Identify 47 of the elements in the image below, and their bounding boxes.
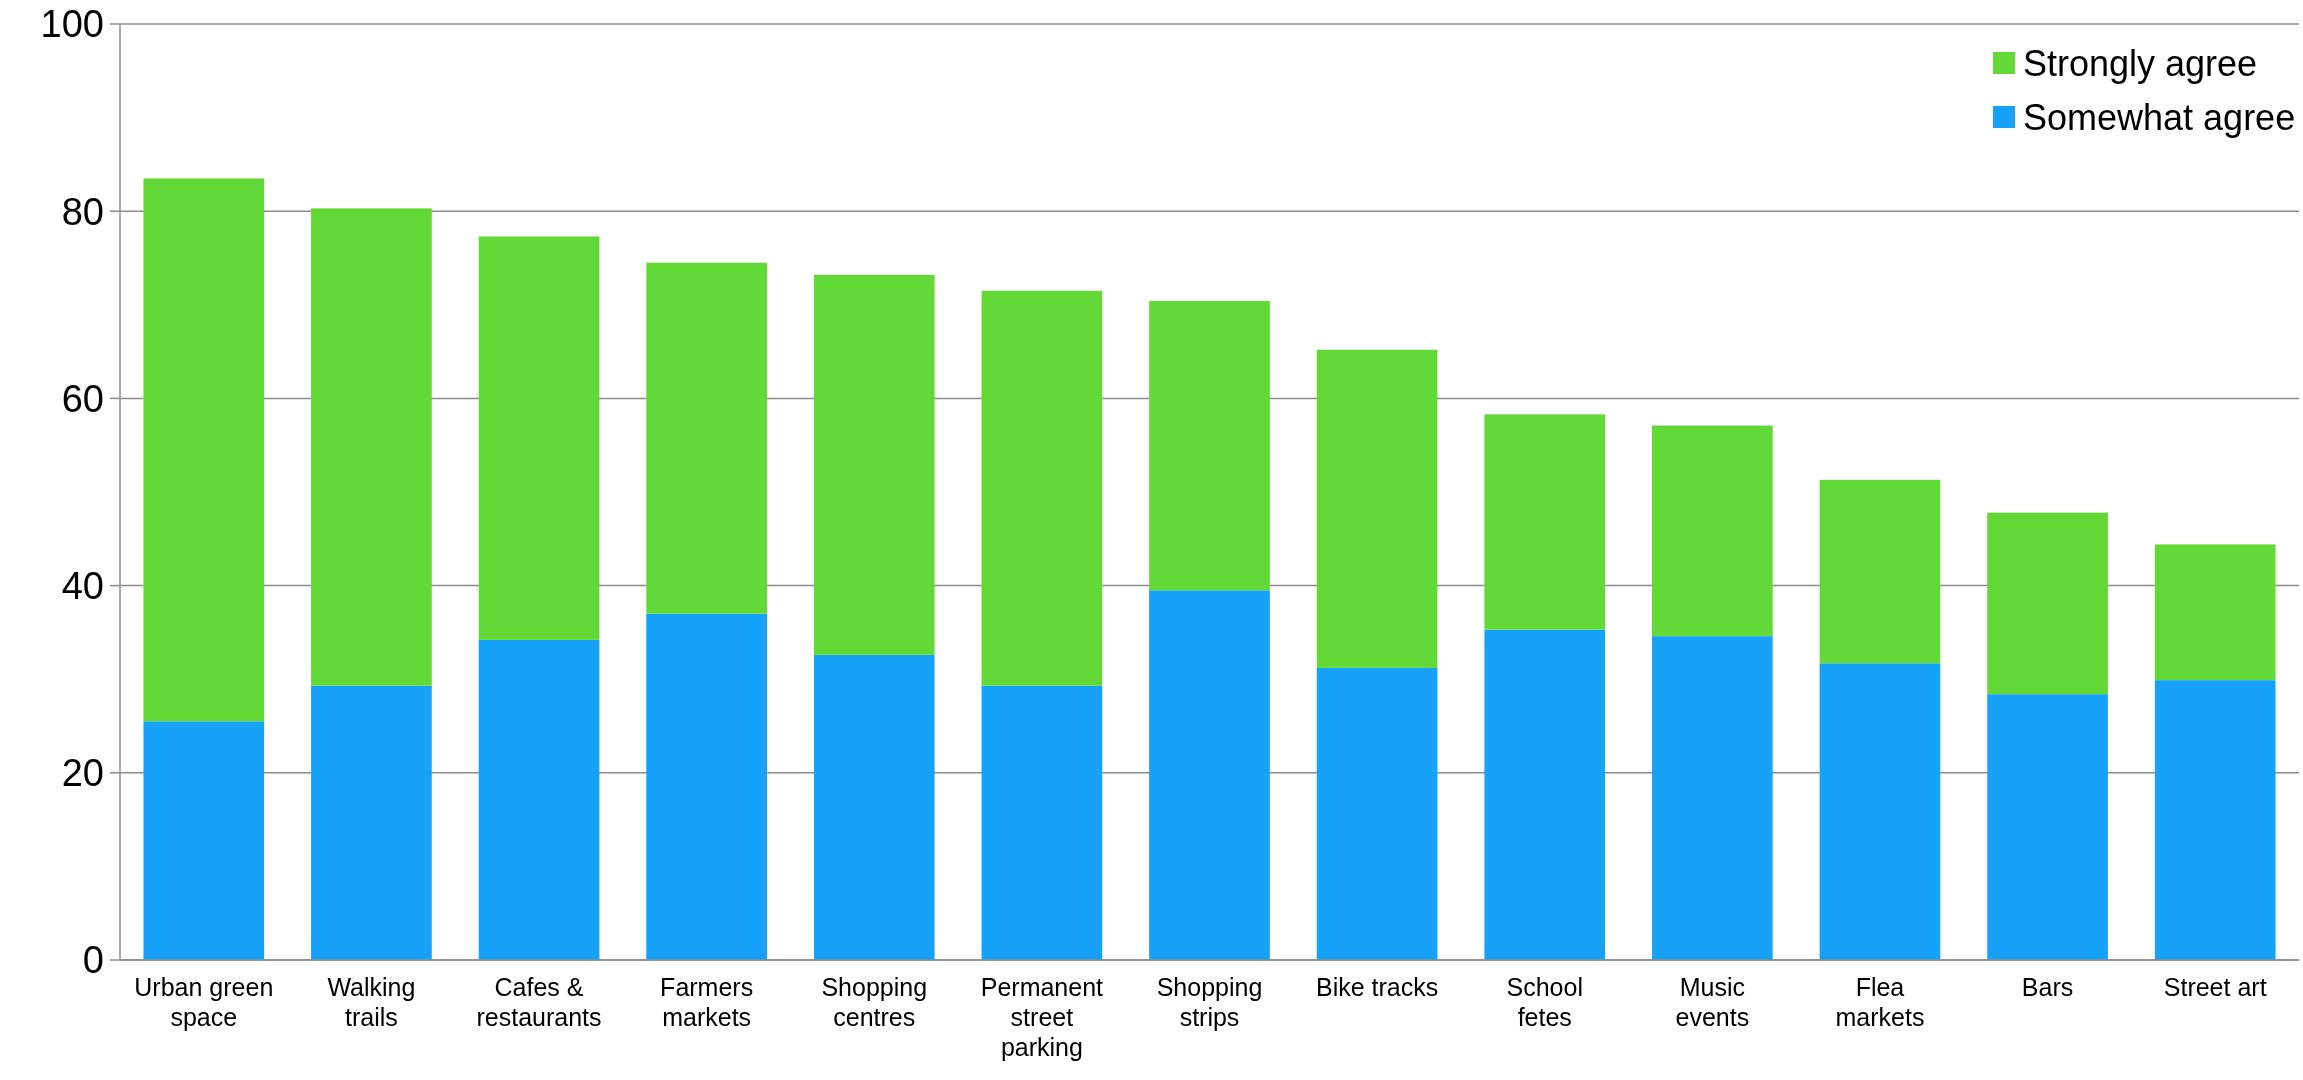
bar bbox=[1149, 301, 1270, 591]
bar bbox=[311, 208, 432, 686]
bar bbox=[2154, 680, 2276, 960]
bar bbox=[1316, 349, 1438, 668]
bar bbox=[646, 613, 767, 960]
x-tick-label: Street art bbox=[2163, 973, 2267, 1001]
legend-label: Somewhat agree bbox=[2023, 96, 2296, 138]
y-tick-label: 60 bbox=[61, 377, 104, 420]
y-tick-label: 40 bbox=[61, 564, 104, 607]
y-tick-label: 20 bbox=[61, 752, 104, 795]
x-tick-label: Walking trails bbox=[327, 973, 416, 1031]
bar bbox=[1819, 663, 1941, 960]
x-tick-label: Shopping centres bbox=[821, 973, 928, 1031]
x-tick-label: Urban green space bbox=[134, 973, 274, 1031]
x-tick-label: Cafes & restaurants bbox=[476, 973, 602, 1031]
bar bbox=[813, 274, 935, 655]
bar bbox=[143, 178, 265, 722]
bar bbox=[981, 685, 1103, 960]
x-tick-label: School fetes bbox=[1506, 973, 1583, 1031]
bar bbox=[1987, 694, 2108, 960]
bar bbox=[1819, 479, 1941, 664]
x-tick-label: Farmers markets bbox=[660, 973, 754, 1031]
bar bbox=[478, 639, 600, 960]
legend-label: Strongly agree bbox=[2023, 42, 2258, 84]
bar bbox=[1652, 636, 1773, 960]
bar bbox=[981, 290, 1103, 686]
bar bbox=[1652, 425, 1773, 637]
x-tick-label: Bars bbox=[2021, 973, 2074, 1001]
bar bbox=[478, 236, 600, 640]
x-tick-label: Shopping strips bbox=[1156, 973, 1263, 1031]
bar bbox=[1316, 667, 1438, 960]
x-tick-label: Bike tracks bbox=[1315, 973, 1439, 1001]
bar bbox=[1987, 512, 2108, 695]
y-tick-label: 100 bbox=[40, 3, 104, 46]
bar bbox=[1149, 590, 1270, 960]
y-tick-label: 80 bbox=[61, 190, 104, 233]
bar bbox=[2154, 544, 2276, 681]
y-tick-label: 0 bbox=[82, 939, 104, 982]
x-tick-label: Music events bbox=[1675, 973, 1750, 1031]
bar bbox=[1484, 629, 1606, 960]
bar bbox=[311, 685, 432, 960]
bar bbox=[646, 262, 767, 614]
bar bbox=[1484, 414, 1606, 630]
x-tick-label: Flea markets bbox=[1835, 973, 1925, 1031]
bar bbox=[143, 721, 265, 960]
bar bbox=[813, 654, 935, 960]
x-tick-label: Permanent street parking bbox=[980, 973, 1104, 1061]
